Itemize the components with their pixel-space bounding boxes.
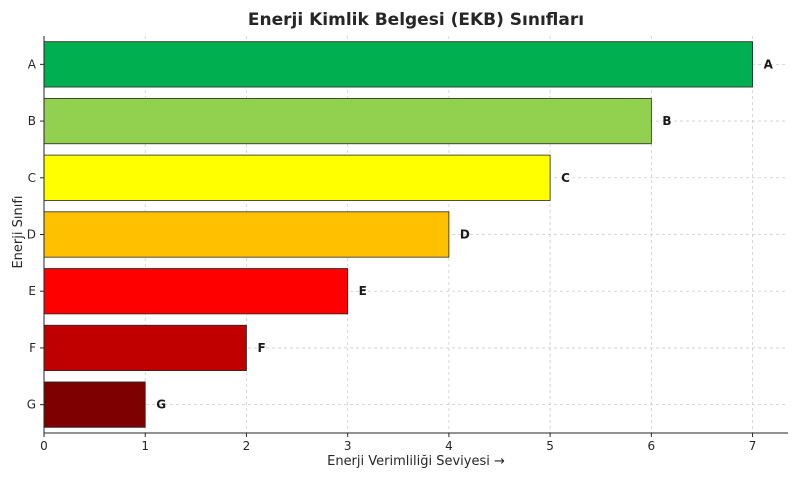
y-tick-label: C xyxy=(28,171,36,185)
x-tick-label: 2 xyxy=(243,439,251,453)
y-tick-label: D xyxy=(27,228,36,242)
y-tick-label: F xyxy=(29,341,36,355)
y-tick-label: E xyxy=(28,284,36,298)
bar-d xyxy=(43,211,450,258)
bar-g xyxy=(43,381,146,428)
bar-data-label: D xyxy=(460,228,470,242)
x-tick-label: 7 xyxy=(749,439,757,453)
bar-data-label: E xyxy=(359,284,367,298)
bars xyxy=(43,41,753,428)
x-tick-label: 3 xyxy=(344,439,352,453)
data-labels: A B C D E F G xyxy=(156,57,773,411)
bar-data-label: C xyxy=(561,171,570,185)
y-tick-label: B xyxy=(28,114,36,128)
x-axis-label: Enerji Verimliliği Seviyesi → xyxy=(327,454,505,469)
chart-title: Enerji Kimlik Belgesi (EKB) Sınıfları xyxy=(248,10,584,30)
axes: 0 1 2 3 4 5 6 7 A B C D E F G xyxy=(27,36,788,453)
bar-a xyxy=(43,41,753,88)
x-tick-label: 1 xyxy=(141,439,149,453)
bar-c xyxy=(43,154,551,201)
bar-e xyxy=(43,268,349,315)
y-tick-label: A xyxy=(28,57,37,71)
y-axis-label: Enerji Sınıfı xyxy=(11,195,26,268)
y-tick-label: G xyxy=(27,398,36,412)
bar-data-label: B xyxy=(662,114,671,128)
bar-f xyxy=(43,324,247,372)
bar-data-label: G xyxy=(156,398,166,412)
x-tick-label: 6 xyxy=(648,439,656,453)
bar-b xyxy=(43,97,652,145)
x-tick-label: 0 xyxy=(40,439,48,453)
bar-data-label: A xyxy=(764,57,774,71)
x-tick-label: 5 xyxy=(546,439,554,453)
x-tick-label: 4 xyxy=(445,439,453,453)
bar-data-label: F xyxy=(257,341,265,355)
